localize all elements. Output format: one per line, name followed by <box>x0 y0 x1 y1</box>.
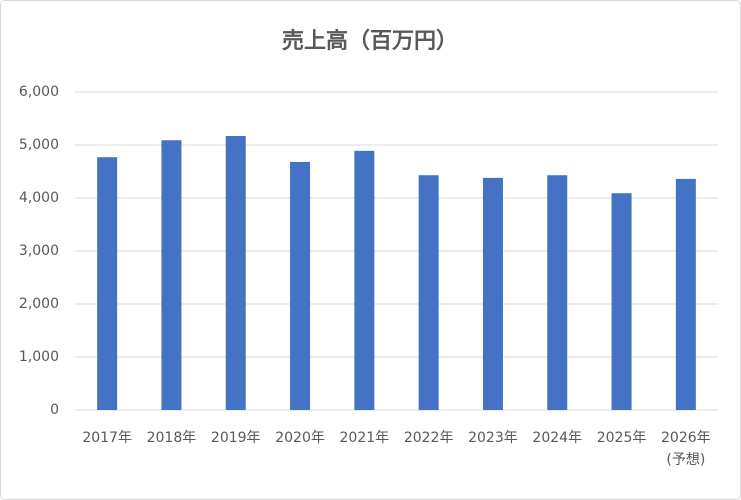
bar <box>418 175 439 410</box>
chart-title: 売上高（百万円） <box>282 28 458 54</box>
bar <box>354 150 375 410</box>
bar <box>225 135 246 411</box>
y-tick-label: 0 <box>50 402 59 418</box>
y-tick-label: 4,000 <box>19 190 59 206</box>
bar <box>547 175 568 410</box>
bar <box>290 161 311 410</box>
y-tick-label: 5,000 <box>19 137 59 153</box>
x-tick-label: 2020年 <box>275 430 325 446</box>
bar <box>161 140 182 411</box>
x-tick-label: 2026年 (予想) <box>661 430 711 468</box>
x-tick-label: 2024年 <box>532 430 583 446</box>
bar <box>97 157 118 410</box>
x-tick-label: 2022年 <box>403 430 454 446</box>
y-tick-label: 6,000 <box>19 84 59 100</box>
y-tick-label: 3,000 <box>19 243 59 259</box>
x-tick-label: 2021年 <box>339 430 390 446</box>
y-tick-label: 1,000 <box>19 349 59 365</box>
x-tick-label: 2017年 <box>82 430 132 446</box>
x-tick-label: 2019年 <box>210 430 261 446</box>
x-tick-label: 2018年 <box>146 430 197 446</box>
x-tick-label: 2023年 <box>468 430 518 446</box>
x-tick-label: 2025年 <box>596 430 647 446</box>
y-tick-label: 2,000 <box>19 296 59 312</box>
bar <box>611 193 632 410</box>
bar <box>482 177 503 410</box>
bar <box>675 178 696 410</box>
